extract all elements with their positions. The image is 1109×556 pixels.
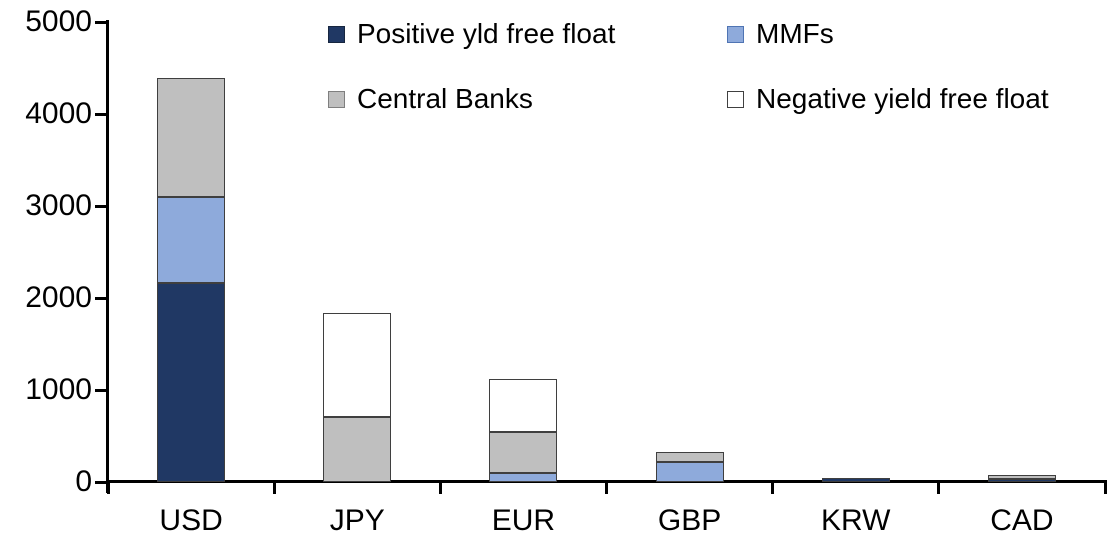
x-axis-tick xyxy=(1103,483,1107,494)
y-axis-tick-label: 0 xyxy=(75,465,92,498)
bar-segment-eur xyxy=(489,432,558,473)
x-category-label: KRW xyxy=(821,504,891,537)
x-axis-tick xyxy=(438,483,442,494)
bar-segment-gbp xyxy=(655,451,724,462)
x-axis-tick xyxy=(605,483,608,494)
x-axis-tick xyxy=(272,483,276,494)
y-axis-tick xyxy=(95,20,109,24)
legend-swatch-icon xyxy=(727,25,744,43)
y-axis-tick-label: 1000 xyxy=(25,373,92,406)
bar-segment-usd xyxy=(157,78,226,197)
bar-segment-krw xyxy=(821,477,890,482)
x-axis-line xyxy=(106,480,1107,483)
legend-swatch-icon xyxy=(328,25,345,43)
bar-segment-eur xyxy=(489,472,558,482)
y-axis-tick xyxy=(95,480,109,484)
x-axis-tick xyxy=(771,483,775,494)
legend-label: Negative yield free float xyxy=(756,83,1049,114)
x-category-label: GBP xyxy=(657,504,722,537)
y-axis-tick xyxy=(95,296,109,300)
y-axis-line xyxy=(106,20,109,493)
y-axis-tick-label: 4000 xyxy=(25,97,92,130)
x-category-label: USD xyxy=(159,504,223,537)
y-axis-tick xyxy=(95,204,109,208)
bar-segment-gbp xyxy=(655,461,724,482)
x-category-label: JPY xyxy=(329,504,385,537)
legend-label: Central Banks xyxy=(357,83,533,114)
legend-item: MMFs xyxy=(727,17,834,51)
y-axis-tick xyxy=(95,112,109,116)
bar-segment-cad xyxy=(987,475,1056,480)
bar-segment-eur xyxy=(489,378,558,433)
legend-swatch-icon xyxy=(328,90,345,108)
x-axis-tick xyxy=(106,483,110,494)
x-axis-tick xyxy=(937,483,941,494)
legend-item: Positive yld free float xyxy=(328,17,615,51)
legend-swatch-icon xyxy=(727,90,744,108)
bar-segment-cad xyxy=(987,479,1056,482)
bar-segment-jpy xyxy=(323,416,392,482)
legend-label: MMFs xyxy=(756,18,834,49)
legend-item: Central Banks xyxy=(328,82,533,116)
y-axis-tick xyxy=(95,388,109,392)
y-axis-tick-label: 3000 xyxy=(25,189,92,222)
bar-segment-jpy xyxy=(323,312,392,417)
y-axis-tick-label: 5000 xyxy=(25,5,92,38)
legend-item: Negative yield free float xyxy=(727,82,1049,116)
legend-label: Positive yld free float xyxy=(357,18,616,49)
bar-segment-usd xyxy=(157,283,226,482)
y-axis-tick-label: 2000 xyxy=(25,281,92,314)
x-category-label: EUR xyxy=(491,504,556,537)
x-category-label: CAD xyxy=(990,504,1054,537)
bar-segment-usd xyxy=(157,196,226,284)
